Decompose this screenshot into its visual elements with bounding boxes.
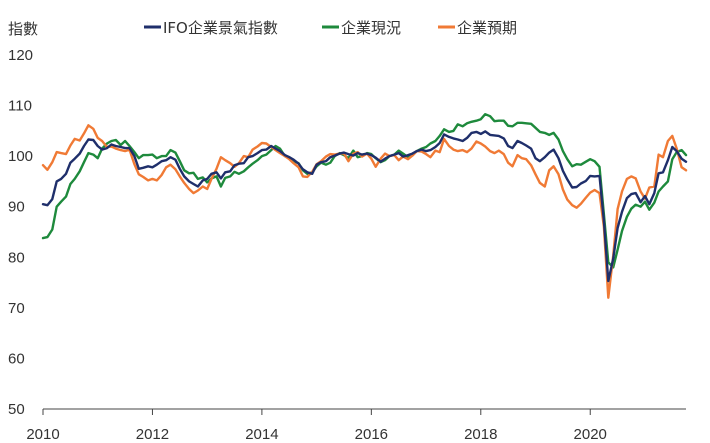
series-line-ifo bbox=[41, 130, 688, 283]
y-tick-label: 120 bbox=[8, 47, 33, 64]
y-tick-label: 80 bbox=[8, 249, 25, 266]
legend-label-current: 企業現況 bbox=[341, 19, 401, 37]
series-line-expectations bbox=[41, 124, 688, 299]
y-tick-label: 100 bbox=[8, 148, 33, 165]
y-tick-label: 50 bbox=[8, 401, 25, 418]
legend: IFO企業景氣指數 企業現況 企業預期 bbox=[144, 19, 517, 37]
series-layer bbox=[41, 113, 688, 299]
legend-item-ifo: IFO企業景氣指數 bbox=[144, 19, 278, 37]
y-axis: 50 60 70 80 90 100 110 120 bbox=[8, 47, 33, 418]
y-tick-label: 110 bbox=[8, 98, 32, 115]
legend-label-expectations: 企業預期 bbox=[457, 19, 517, 37]
y-unit-label: 指數 bbox=[8, 20, 38, 38]
legend-item-expectations: 企業預期 bbox=[438, 19, 517, 37]
y-tick-label: 70 bbox=[8, 300, 25, 317]
x-tick-label: 2016 bbox=[355, 426, 388, 443]
x-axis: 2010 2012 2014 2016 2018 2020 bbox=[26, 408, 686, 443]
x-tick-label: 2018 bbox=[464, 426, 497, 443]
legend-label-ifo: IFO企業景氣指數 bbox=[163, 19, 278, 37]
legend-item-current: 企業現況 bbox=[322, 19, 401, 37]
x-tick-label: 2012 bbox=[136, 426, 169, 443]
y-tick-label: 90 bbox=[8, 199, 25, 216]
x-tick-label: 2014 bbox=[245, 426, 278, 443]
series-line-current bbox=[41, 113, 688, 269]
x-tick-label: 2010 bbox=[26, 426, 59, 443]
x-tick-label: 2020 bbox=[574, 426, 607, 443]
y-tick-label: 60 bbox=[8, 350, 25, 367]
